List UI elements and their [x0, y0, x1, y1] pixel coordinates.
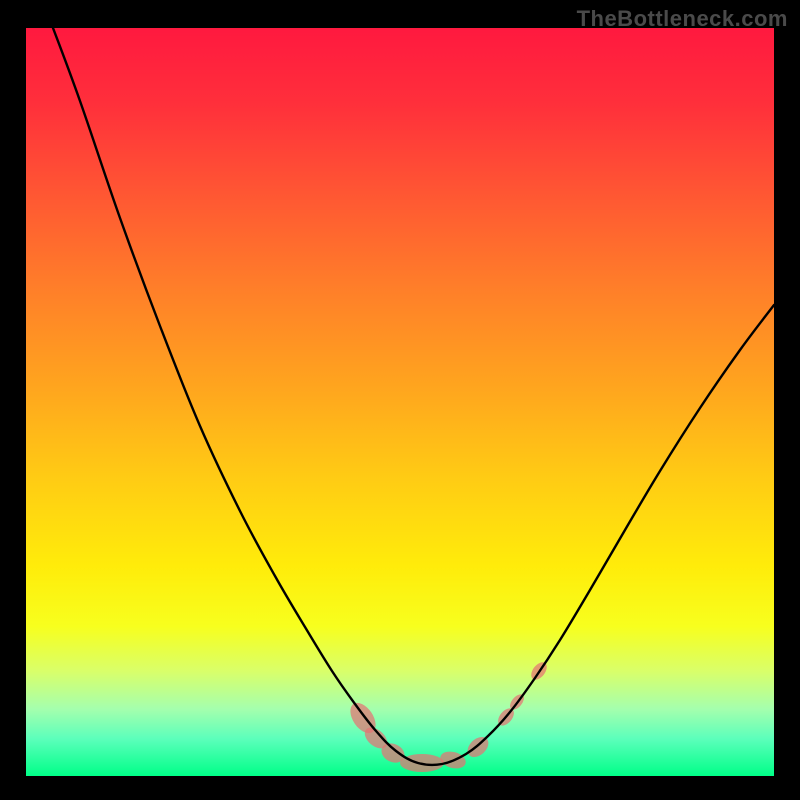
- chart-svg: [26, 28, 774, 776]
- watermark-label: TheBottleneck.com: [577, 6, 788, 32]
- chart-plot-area: [26, 28, 774, 776]
- gradient-background: [26, 28, 774, 776]
